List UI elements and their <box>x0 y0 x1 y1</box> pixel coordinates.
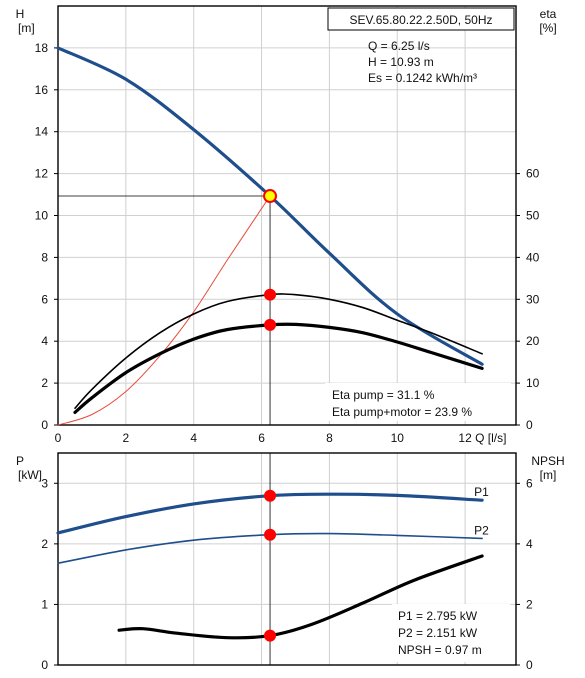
tick-label-left: 10 <box>35 209 49 223</box>
tick-label-left: 4 <box>41 334 48 348</box>
series-label-p1: P1 <box>474 485 489 499</box>
tick-label-left: 12 <box>35 167 49 181</box>
tick-label-right: 30 <box>526 292 540 306</box>
tick-label-left: 1 <box>41 597 48 611</box>
annotation-operating: Es = 0.1242 kWh/m³ <box>368 71 477 85</box>
tick-label-right: 40 <box>526 250 540 264</box>
operating-point-marker <box>264 288 277 301</box>
annotation-operating: H = 10.93 m <box>368 55 434 69</box>
tick-label-right: 50 <box>526 209 540 223</box>
title-text: SEV.65.80.22.2.50D, 50Hz <box>350 13 493 27</box>
system-curve <box>57 195 271 426</box>
tick-label-right: 6 <box>526 476 533 490</box>
tick-label-right: 4 <box>526 537 533 551</box>
axis-unit-right: [m] <box>540 468 557 482</box>
tick-label-x: 2 <box>123 431 130 445</box>
tick-label-left: 3 <box>41 476 48 490</box>
operating-point-marker <box>264 528 277 541</box>
annotation-power: P2 = 2.151 kW <box>398 626 478 640</box>
annotation-efficiency: Eta pump = 31.1 % <box>332 388 435 402</box>
tick-label-x: 0 <box>55 431 62 445</box>
tick-label-right: 2 <box>526 597 533 611</box>
annotation-bg <box>325 383 511 421</box>
tick-label-right: 0 <box>526 418 533 432</box>
head-efficiency-panel: 0 2 4 6 8 10 12 14 16 18 0 10 20 30 40 50 60 H[m] eta[%] 0 2… <box>16 5 557 445</box>
operating-point-marker <box>264 629 277 642</box>
tick-label-left: 2 <box>41 376 48 390</box>
axis-title-right: NPSH <box>531 454 564 468</box>
tick-label-right: 0 <box>526 658 533 672</box>
tick-label-x: 4 <box>190 431 197 445</box>
tick-label-left: 8 <box>41 250 48 264</box>
plot-frame <box>57 452 517 666</box>
annotation-power: P1 = 2.795 kW <box>398 609 478 623</box>
axis-title-x: Q [l/s] <box>475 431 506 445</box>
tick-label-x: 10 <box>391 431 405 445</box>
operating-point-marker <box>264 318 277 331</box>
tick-label-left: 6 <box>41 292 48 306</box>
tick-label-x: 12 <box>458 431 472 445</box>
tick-label-right: 10 <box>526 376 540 390</box>
annotation-efficiency: Eta pump+motor = 23.9 % <box>332 405 472 419</box>
tick-label-right: 20 <box>526 334 540 348</box>
series-label-p2: P2 <box>474 523 489 537</box>
axis-title-right: eta <box>540 7 557 21</box>
axis-unit-right: [%] <box>539 21 556 35</box>
tick-label-left: 0 <box>41 418 48 432</box>
tick-label-right: 60 <box>526 167 540 181</box>
tick-label-x: 6 <box>258 431 265 445</box>
title-box <box>327 7 515 31</box>
annotation-operating: Q = 6.25 l/s <box>368 39 430 53</box>
annotation-power: NPSH = 0.97 m <box>398 643 482 657</box>
tick-label-x: 8 <box>326 431 333 445</box>
axis-unit-left: [m] <box>18 21 35 35</box>
axis-unit-left: [kW] <box>18 468 42 482</box>
axis-title-left: P <box>16 454 24 468</box>
tick-label-left: 16 <box>35 83 49 97</box>
power-npsh-panel: 0 1 2 3 0 2 4 6 P[kW] NPSH[m] P1 P2 P1 = 2.795 kW P2 … <box>16 452 565 672</box>
operating-point-marker <box>264 489 277 502</box>
tick-label-left: 0 <box>41 658 48 672</box>
duty-point-marker <box>263 189 278 204</box>
tick-label-left: 18 <box>35 41 49 55</box>
tick-label-left: 14 <box>35 125 49 139</box>
tick-label-left: 2 <box>41 537 48 551</box>
axis-title-left: H <box>16 7 25 21</box>
annotation-bg <box>392 604 510 662</box>
